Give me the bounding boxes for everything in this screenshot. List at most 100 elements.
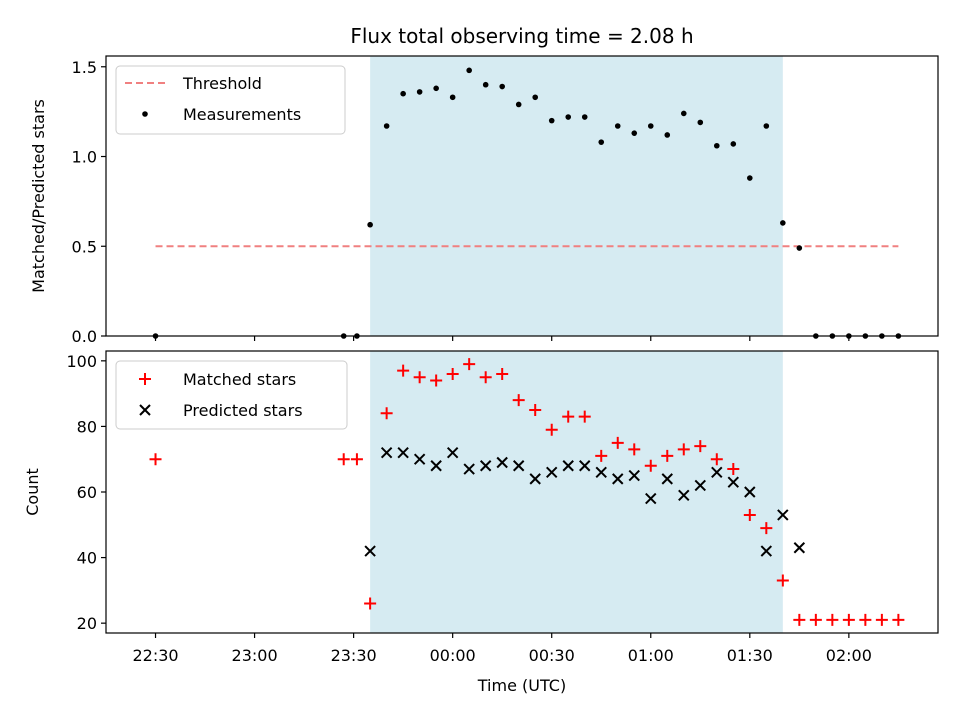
matched-star-point	[463, 358, 476, 371]
bottom-x-axis: 22:30 23:00 23:30 00:00 00:30 01:00 01:30 02:00	[132, 633, 872, 665]
x-tick-label: 22:30	[132, 646, 178, 665]
x-tick-label: 23:30	[331, 646, 377, 665]
x-tick-label: 23:00	[232, 646, 278, 665]
measurement-point	[499, 83, 505, 90]
measurement-point	[449, 94, 456, 101]
top-x-ticks	[154, 336, 850, 341]
predicted-star-point	[645, 492, 657, 505]
predicted-star-point	[595, 466, 607, 479]
predicted-star-point	[612, 473, 624, 485]
predicted-star-point	[661, 473, 673, 485]
matched-star-point	[710, 453, 723, 466]
matched-star-point	[578, 410, 591, 423]
predicted-star-point	[628, 469, 640, 482]
measurement-point	[664, 132, 671, 138]
measurement-point	[532, 94, 539, 101]
measurement-point	[515, 101, 522, 108]
measurement-point	[763, 123, 770, 129]
matched-star-point	[350, 453, 363, 466]
measurement-point	[647, 123, 654, 129]
matched-star-point	[380, 407, 393, 420]
predicted-star-point	[446, 446, 459, 459]
top-y-axis-label: Matched/Predicted stars	[29, 99, 48, 293]
x-tick-label: 01:30	[727, 646, 773, 665]
matched-star-point	[496, 367, 509, 380]
top-panel: 0.0 0.5 1.0 1.5 Matched/Predicted stars Thr…	[29, 55, 939, 346]
measurement-point	[581, 114, 588, 120]
matched-star-point	[826, 613, 839, 626]
bottom-y-axis-label: Count	[23, 468, 42, 516]
top-shaded-span	[370, 56, 783, 336]
predicted-star-point	[777, 509, 789, 521]
measurement-point	[730, 141, 737, 147]
measurement-point	[548, 117, 555, 124]
measurement-point	[383, 123, 390, 129]
measurement-point	[614, 123, 621, 129]
matched-star-point	[859, 613, 872, 626]
bottom-shaded-span	[370, 351, 783, 633]
matched-star-point	[677, 443, 690, 456]
predicted-star-point	[562, 460, 574, 472]
bottom-y-axis: 20 40 60 80 100	[66, 352, 106, 633]
x-tick-label: 02:00	[826, 646, 872, 665]
predicted-star-point	[793, 542, 806, 554]
predicted-star-point	[678, 489, 690, 501]
matched-star-point	[892, 613, 905, 626]
matched-star-point	[364, 597, 377, 610]
legend-measurements-swatch	[142, 111, 148, 117]
matched-star-point	[446, 367, 459, 380]
measurement-point	[631, 130, 638, 136]
measurement-point	[466, 67, 472, 74]
matched-star-point	[727, 463, 740, 476]
measurement-point	[747, 175, 753, 181]
top-plot-frame	[105, 55, 939, 337]
predicted-star-point	[463, 463, 475, 475]
bottom-y-tick-label: 40	[77, 549, 97, 568]
legend-matched-label: Matched stars	[183, 370, 296, 389]
measurement-point	[598, 139, 605, 145]
predicted-star-point	[744, 486, 756, 498]
matched-star-point	[644, 459, 657, 472]
predicted-star-point	[512, 460, 525, 472]
predicted-star-point	[380, 446, 393, 459]
matched-star-point	[149, 453, 162, 466]
top-measurement-points	[152, 67, 902, 339]
matched-star-point	[562, 410, 575, 423]
measurement-point	[680, 110, 687, 117]
matched-star-point	[545, 423, 558, 436]
top-y-tick-label: 1.5	[72, 58, 97, 77]
bottom-y-tick-label: 60	[77, 483, 97, 502]
measurement-point	[565, 114, 572, 120]
x-tick-label: 00:30	[529, 646, 575, 665]
legend-matched-swatch	[139, 373, 151, 385]
matched-star-point	[413, 371, 426, 384]
top-y-tick-label: 1.0	[72, 148, 97, 167]
top-y-tick-label: 0.0	[72, 327, 97, 346]
matched-star-point	[793, 613, 806, 626]
matched-star-point	[743, 508, 756, 521]
predicted-star-point	[529, 473, 541, 485]
measurement-point	[713, 142, 720, 149]
top-legend: Threshold Measurements	[115, 65, 346, 135]
predicted-star-point	[694, 479, 706, 492]
measurement-point	[433, 85, 439, 92]
bottom-y-tick-label: 80	[77, 417, 97, 436]
legend-measurements-label: Measurements	[183, 105, 301, 124]
predicted-star-point	[711, 466, 723, 479]
top-y-axis: 0.0 0.5 1.0 1.5	[72, 58, 106, 346]
measurement-point	[697, 119, 704, 126]
matched-star-point	[337, 453, 350, 466]
measurement-point	[780, 220, 786, 226]
legend-threshold-label: Threshold	[182, 74, 262, 93]
bottom-y-tick-label: 20	[77, 614, 97, 633]
predicted-star-point	[397, 446, 409, 459]
legend-predicted-swatch	[139, 404, 151, 416]
measurement-point	[367, 221, 373, 228]
matched-star-point	[479, 371, 492, 384]
matched-star-point	[661, 449, 674, 462]
matched-star-point	[611, 436, 624, 449]
top-y-tick-label: 0.5	[72, 237, 97, 256]
x-axis-label: Time (UTC)	[477, 676, 566, 695]
measurement-point	[400, 90, 406, 97]
chart-title: Flux total observing time = 2.08 h	[350, 24, 693, 48]
